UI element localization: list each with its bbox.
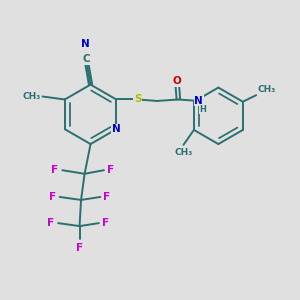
Text: F: F <box>49 192 56 202</box>
Text: C: C <box>82 54 90 64</box>
Text: F: F <box>102 218 109 228</box>
Text: F: F <box>51 165 58 175</box>
Text: N: N <box>81 39 90 49</box>
Text: F: F <box>47 218 55 228</box>
Text: F: F <box>103 192 110 202</box>
Text: H: H <box>199 105 206 114</box>
Text: CH₃: CH₃ <box>174 148 193 158</box>
Text: S: S <box>134 94 141 104</box>
Text: N: N <box>194 96 203 106</box>
Text: F: F <box>107 165 115 175</box>
Text: F: F <box>76 243 83 253</box>
Text: O: O <box>172 76 181 86</box>
Text: CH₃: CH₃ <box>258 85 276 94</box>
Text: CH₃: CH₃ <box>23 92 41 101</box>
Text: N: N <box>112 124 121 134</box>
